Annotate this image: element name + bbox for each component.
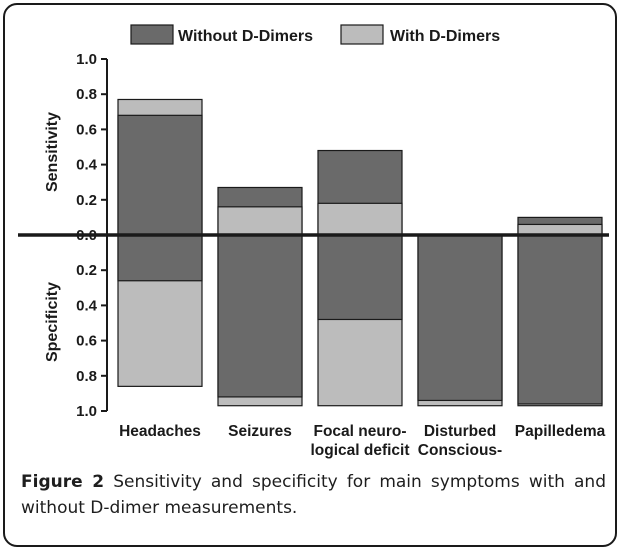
y-tick-label: 1.0 (76, 51, 97, 68)
y-tick-label: 0.4 (76, 157, 98, 174)
legend-swatch-with (340, 24, 384, 45)
y-tick-label: 0.6 (76, 333, 97, 350)
y-tick-label: 0.8 (76, 86, 97, 103)
y-axis-label-specificity: Specificity (44, 282, 61, 362)
figure-label: Figure 2 (21, 472, 105, 492)
legend-swatch-without (130, 24, 174, 45)
bar-specificity-without (217, 234, 303, 398)
legend-label-without: Without D-Dimers (178, 28, 313, 45)
category-label: Headaches (119, 423, 201, 440)
category-label: Disturbed (424, 423, 496, 440)
category-label: Papilledema (515, 423, 606, 440)
y-tick-label: 0.6 (76, 121, 97, 138)
bar-specificity-without (417, 234, 503, 402)
bar-sensitivity-without (117, 114, 203, 236)
category-label: Seizures (228, 423, 292, 440)
stacked-bar-chart: Without D-Dimers With D-Dimers 1.0 0.8 0.6 0.… (18, 24, 609, 459)
bar-sensitivity-with (317, 202, 403, 236)
bar-sensitivity-with (217, 206, 303, 236)
y-tick-label: 0.8 (76, 368, 97, 385)
y-tick-label: 0.4 (76, 297, 98, 314)
figure-caption-text: Sensitivity and specificity for main sym… (21, 472, 606, 518)
legend-label-with: With D-Dimers (390, 28, 500, 45)
bar-specificity-without (317, 234, 403, 321)
y-tick-label: 0.2 (76, 262, 97, 279)
bar-specificity-without (117, 234, 203, 282)
category-label: logical deficit (310, 442, 409, 459)
category-label: Focal neuro- (313, 423, 406, 440)
y-tick-label: 0.2 (76, 192, 97, 209)
caption-period: . (291, 498, 298, 518)
y-axis-label-sensitivity: Sensitivity (44, 112, 61, 192)
figure-caption: Figure 2 Sensitivity and specificity for… (21, 469, 606, 521)
y-tick-label: 1.0 (76, 403, 97, 420)
bar-specificity-without (517, 234, 603, 405)
zero-tick-label: 0.0 (76, 227, 97, 244)
category-label: Conscious- (418, 442, 502, 459)
